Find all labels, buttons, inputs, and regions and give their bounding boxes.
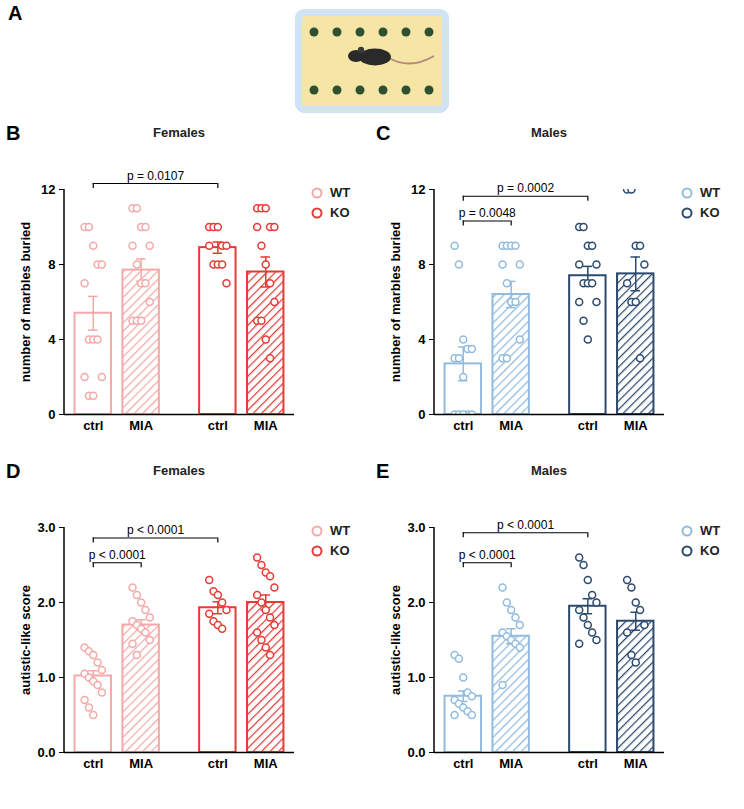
html-text:KO: KO bbox=[700, 543, 720, 558]
svg-text:2.0: 2.0 bbox=[407, 595, 425, 610]
svg-text:ctrl: ctrl bbox=[578, 756, 598, 771]
svg-text:0.0: 0.0 bbox=[407, 745, 425, 760]
html-text:KO: KO bbox=[700, 205, 720, 220]
svg-text:8: 8 bbox=[418, 257, 425, 272]
html-text:A: A bbox=[8, 2, 23, 24]
svg-text:p < 0.0001: p < 0.0001 bbox=[89, 548, 146, 562]
svg-text:3.0: 3.0 bbox=[407, 520, 425, 535]
svg-text:ctrl: ctrl bbox=[208, 756, 228, 771]
svg-text:ctrl: ctrl bbox=[83, 756, 103, 771]
svg-text:MIA: MIA bbox=[129, 756, 153, 771]
svg-text:p = 0.0048: p = 0.0048 bbox=[459, 206, 516, 220]
svg-text:1.0: 1.0 bbox=[407, 670, 425, 685]
svg-text:4: 4 bbox=[48, 332, 56, 347]
svg-text:ctrl: ctrl bbox=[453, 418, 473, 433]
svg-text:ctrl: ctrl bbox=[208, 418, 228, 433]
svg-text:number of marbles buried: number of marbles buried bbox=[388, 222, 403, 382]
html-text:Males: Males bbox=[530, 463, 568, 478]
svg-text:3.0: 3.0 bbox=[37, 520, 55, 535]
svg-text:p = 0.0002: p = 0.0002 bbox=[497, 181, 554, 195]
svg-text:MIA: MIA bbox=[624, 418, 648, 433]
svg-text:autistic-like score: autistic-like score bbox=[388, 585, 403, 695]
svg-text:MIA: MIA bbox=[624, 756, 648, 771]
svg-text:number of marbles buried: number of marbles buried bbox=[18, 222, 33, 382]
html-text:KO: KO bbox=[330, 543, 350, 558]
html-text:C: C bbox=[376, 122, 391, 144]
svg-text:ctrl: ctrl bbox=[578, 418, 598, 433]
svg-text:0: 0 bbox=[48, 407, 55, 422]
svg-text:1.0: 1.0 bbox=[37, 670, 55, 685]
svg-text:12: 12 bbox=[41, 182, 55, 197]
svg-text:MIA: MIA bbox=[129, 418, 153, 433]
svg-text:MIA: MIA bbox=[499, 418, 523, 433]
svg-text:p < 0.0001: p < 0.0001 bbox=[127, 523, 184, 537]
svg-text:2.0: 2.0 bbox=[37, 595, 55, 610]
html-text:Females: Females bbox=[153, 125, 205, 140]
svg-text:8: 8 bbox=[48, 257, 55, 272]
html-text:WT: WT bbox=[700, 185, 721, 200]
html-text:WT: WT bbox=[330, 185, 351, 200]
html-text:D: D bbox=[6, 460, 21, 482]
html-text:KO: KO bbox=[330, 205, 350, 220]
html-text:Females: Females bbox=[153, 463, 205, 478]
svg-text:ctrl: ctrl bbox=[453, 756, 473, 771]
svg-text:MIA: MIA bbox=[499, 756, 523, 771]
svg-text:MIA: MIA bbox=[254, 418, 278, 433]
svg-text:p < 0.0001: p < 0.0001 bbox=[497, 518, 554, 532]
html-text:Males: Males bbox=[530, 125, 568, 140]
svg-text:4: 4 bbox=[418, 332, 426, 347]
svg-text:0: 0 bbox=[418, 407, 425, 422]
html-text:E: E bbox=[376, 460, 390, 482]
svg-text:ctrl: ctrl bbox=[83, 418, 103, 433]
svg-text:p < 0.0001: p < 0.0001 bbox=[459, 548, 516, 562]
html-text:B: B bbox=[6, 122, 21, 144]
svg-text:12: 12 bbox=[411, 182, 425, 197]
svg-text:0.0: 0.0 bbox=[37, 745, 55, 760]
svg-text:MIA: MIA bbox=[254, 756, 278, 771]
svg-text:autistic-like score: autistic-like score bbox=[18, 585, 33, 695]
svg-text:p = 0.0107: p = 0.0107 bbox=[127, 169, 184, 183]
html-text:WT: WT bbox=[700, 523, 721, 538]
html-text:WT: WT bbox=[330, 523, 351, 538]
